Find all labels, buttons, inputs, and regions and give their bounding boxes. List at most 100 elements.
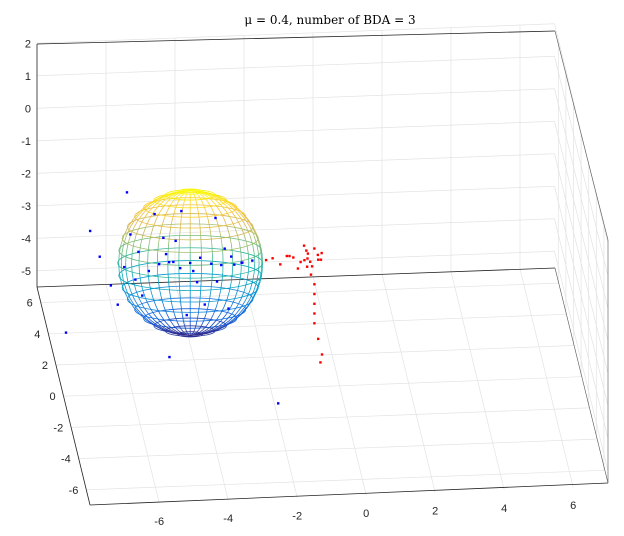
sphere-meridian xyxy=(135,226,140,236)
blue-data-point xyxy=(88,229,92,233)
sphere-meridian xyxy=(240,226,245,236)
sphere-meridian xyxy=(139,272,142,282)
axes-box xyxy=(36,30,609,506)
sphere-meridian xyxy=(173,195,178,201)
sphere-meridian xyxy=(150,290,154,300)
sphere-meridian xyxy=(152,299,157,308)
sphere-meridian xyxy=(167,192,176,197)
sphere-meridian xyxy=(144,313,152,321)
y-tick-label: -4 xyxy=(61,454,71,466)
sphere-meridian xyxy=(173,314,177,321)
red-data-point xyxy=(285,254,288,258)
sphere-meridian xyxy=(247,262,250,273)
sphere-meridian xyxy=(247,253,250,263)
sphere-meridian xyxy=(256,281,261,291)
sphere-meridian xyxy=(252,290,258,300)
sphere-meridian xyxy=(168,235,170,245)
floor-grid-y xyxy=(86,469,604,491)
wall-grid-z xyxy=(36,250,555,272)
blue-data-point xyxy=(220,263,223,267)
sphere-meridian xyxy=(192,192,195,197)
sphere-meridian xyxy=(207,218,210,227)
sphere-meridian xyxy=(225,205,232,212)
sphere-meridian xyxy=(131,253,133,263)
sphere-meridian xyxy=(157,244,159,254)
sphere-meridian xyxy=(148,235,152,245)
red-data-point xyxy=(313,322,316,325)
blue-data-point xyxy=(233,263,236,266)
sphere-meridian xyxy=(159,226,163,236)
sphere-meridian xyxy=(180,307,183,315)
sphere-meridian xyxy=(186,190,190,194)
sphere-meridian xyxy=(143,211,150,220)
sphere-meridian xyxy=(206,192,216,197)
sphere-meridian xyxy=(133,298,140,308)
floor-left-edge xyxy=(36,286,91,506)
sphere-meridian xyxy=(261,253,264,263)
sphere-meridian xyxy=(170,299,173,308)
sphere-meridian xyxy=(139,205,147,213)
sphere-meridian xyxy=(169,320,175,326)
wall-grid-z xyxy=(36,120,555,142)
sphere-meridian xyxy=(202,325,207,331)
sphere-meridian xyxy=(253,253,256,263)
sphere-meridian xyxy=(209,313,214,321)
sphere-meridian xyxy=(196,314,199,321)
sphere-meridian xyxy=(252,272,255,282)
sphere-meridian xyxy=(140,281,144,291)
sphere-meridian xyxy=(186,332,190,336)
sphere-meridian xyxy=(181,314,184,321)
sphere-meridian xyxy=(154,325,163,331)
sphere-meridian xyxy=(182,200,185,206)
x-tick-label: -4 xyxy=(223,513,233,525)
sphere-meridian xyxy=(209,325,217,331)
sphere-meridian xyxy=(238,306,246,315)
sphere-meridian xyxy=(219,211,225,220)
sphere-meridian xyxy=(240,290,245,300)
sphere-meridian xyxy=(214,325,223,331)
sphere-meridian xyxy=(226,306,232,315)
sphere-meridian xyxy=(225,320,234,327)
sphere-meridian xyxy=(253,262,256,273)
sphere-meridian xyxy=(244,218,251,227)
y-tick-label: 0 xyxy=(49,391,55,403)
scatter-points xyxy=(64,191,324,405)
sphere-meridian xyxy=(258,253,260,263)
sphere-meridian xyxy=(118,262,120,273)
red-data-point xyxy=(292,256,295,259)
sphere-meridian xyxy=(197,307,200,315)
sphere-meridian xyxy=(127,235,131,245)
sphere-meridian xyxy=(164,195,171,201)
floor-grid-y xyxy=(40,282,559,303)
sphere-meridian xyxy=(211,272,213,282)
sphere-meridian xyxy=(205,192,213,197)
side-grid-z xyxy=(554,88,609,308)
blue-data-point xyxy=(227,307,230,310)
sphere-meridian xyxy=(127,298,134,308)
sphere-meridian xyxy=(163,306,168,315)
sphere-meridian xyxy=(191,190,194,194)
sphere-meridian xyxy=(149,306,155,315)
sphere-meridian xyxy=(238,211,246,220)
sphere-meridian xyxy=(133,281,137,291)
sphere-meridian xyxy=(178,325,182,331)
sphere-meridian xyxy=(139,298,145,308)
floor-grid-y xyxy=(55,345,574,366)
sphere-meridian xyxy=(243,281,248,291)
sphere-meridian xyxy=(235,306,242,315)
side-grid-z xyxy=(554,121,609,340)
red-data-point xyxy=(319,361,322,364)
sphere-meridian xyxy=(130,298,136,308)
sphere-meridian xyxy=(224,199,233,206)
blue-data-point xyxy=(215,280,219,283)
sphere-meridian xyxy=(219,306,225,315)
sphere-meridian xyxy=(150,226,154,236)
sphere-meridian xyxy=(157,195,166,201)
grid-lines xyxy=(36,23,609,503)
sphere-meridian xyxy=(148,199,156,206)
sphere-meridian xyxy=(169,290,172,300)
floor-back-edge xyxy=(36,267,556,288)
sphere-meridian xyxy=(203,205,207,212)
sphere-meridian xyxy=(198,299,201,308)
sphere-meridian xyxy=(192,332,197,336)
